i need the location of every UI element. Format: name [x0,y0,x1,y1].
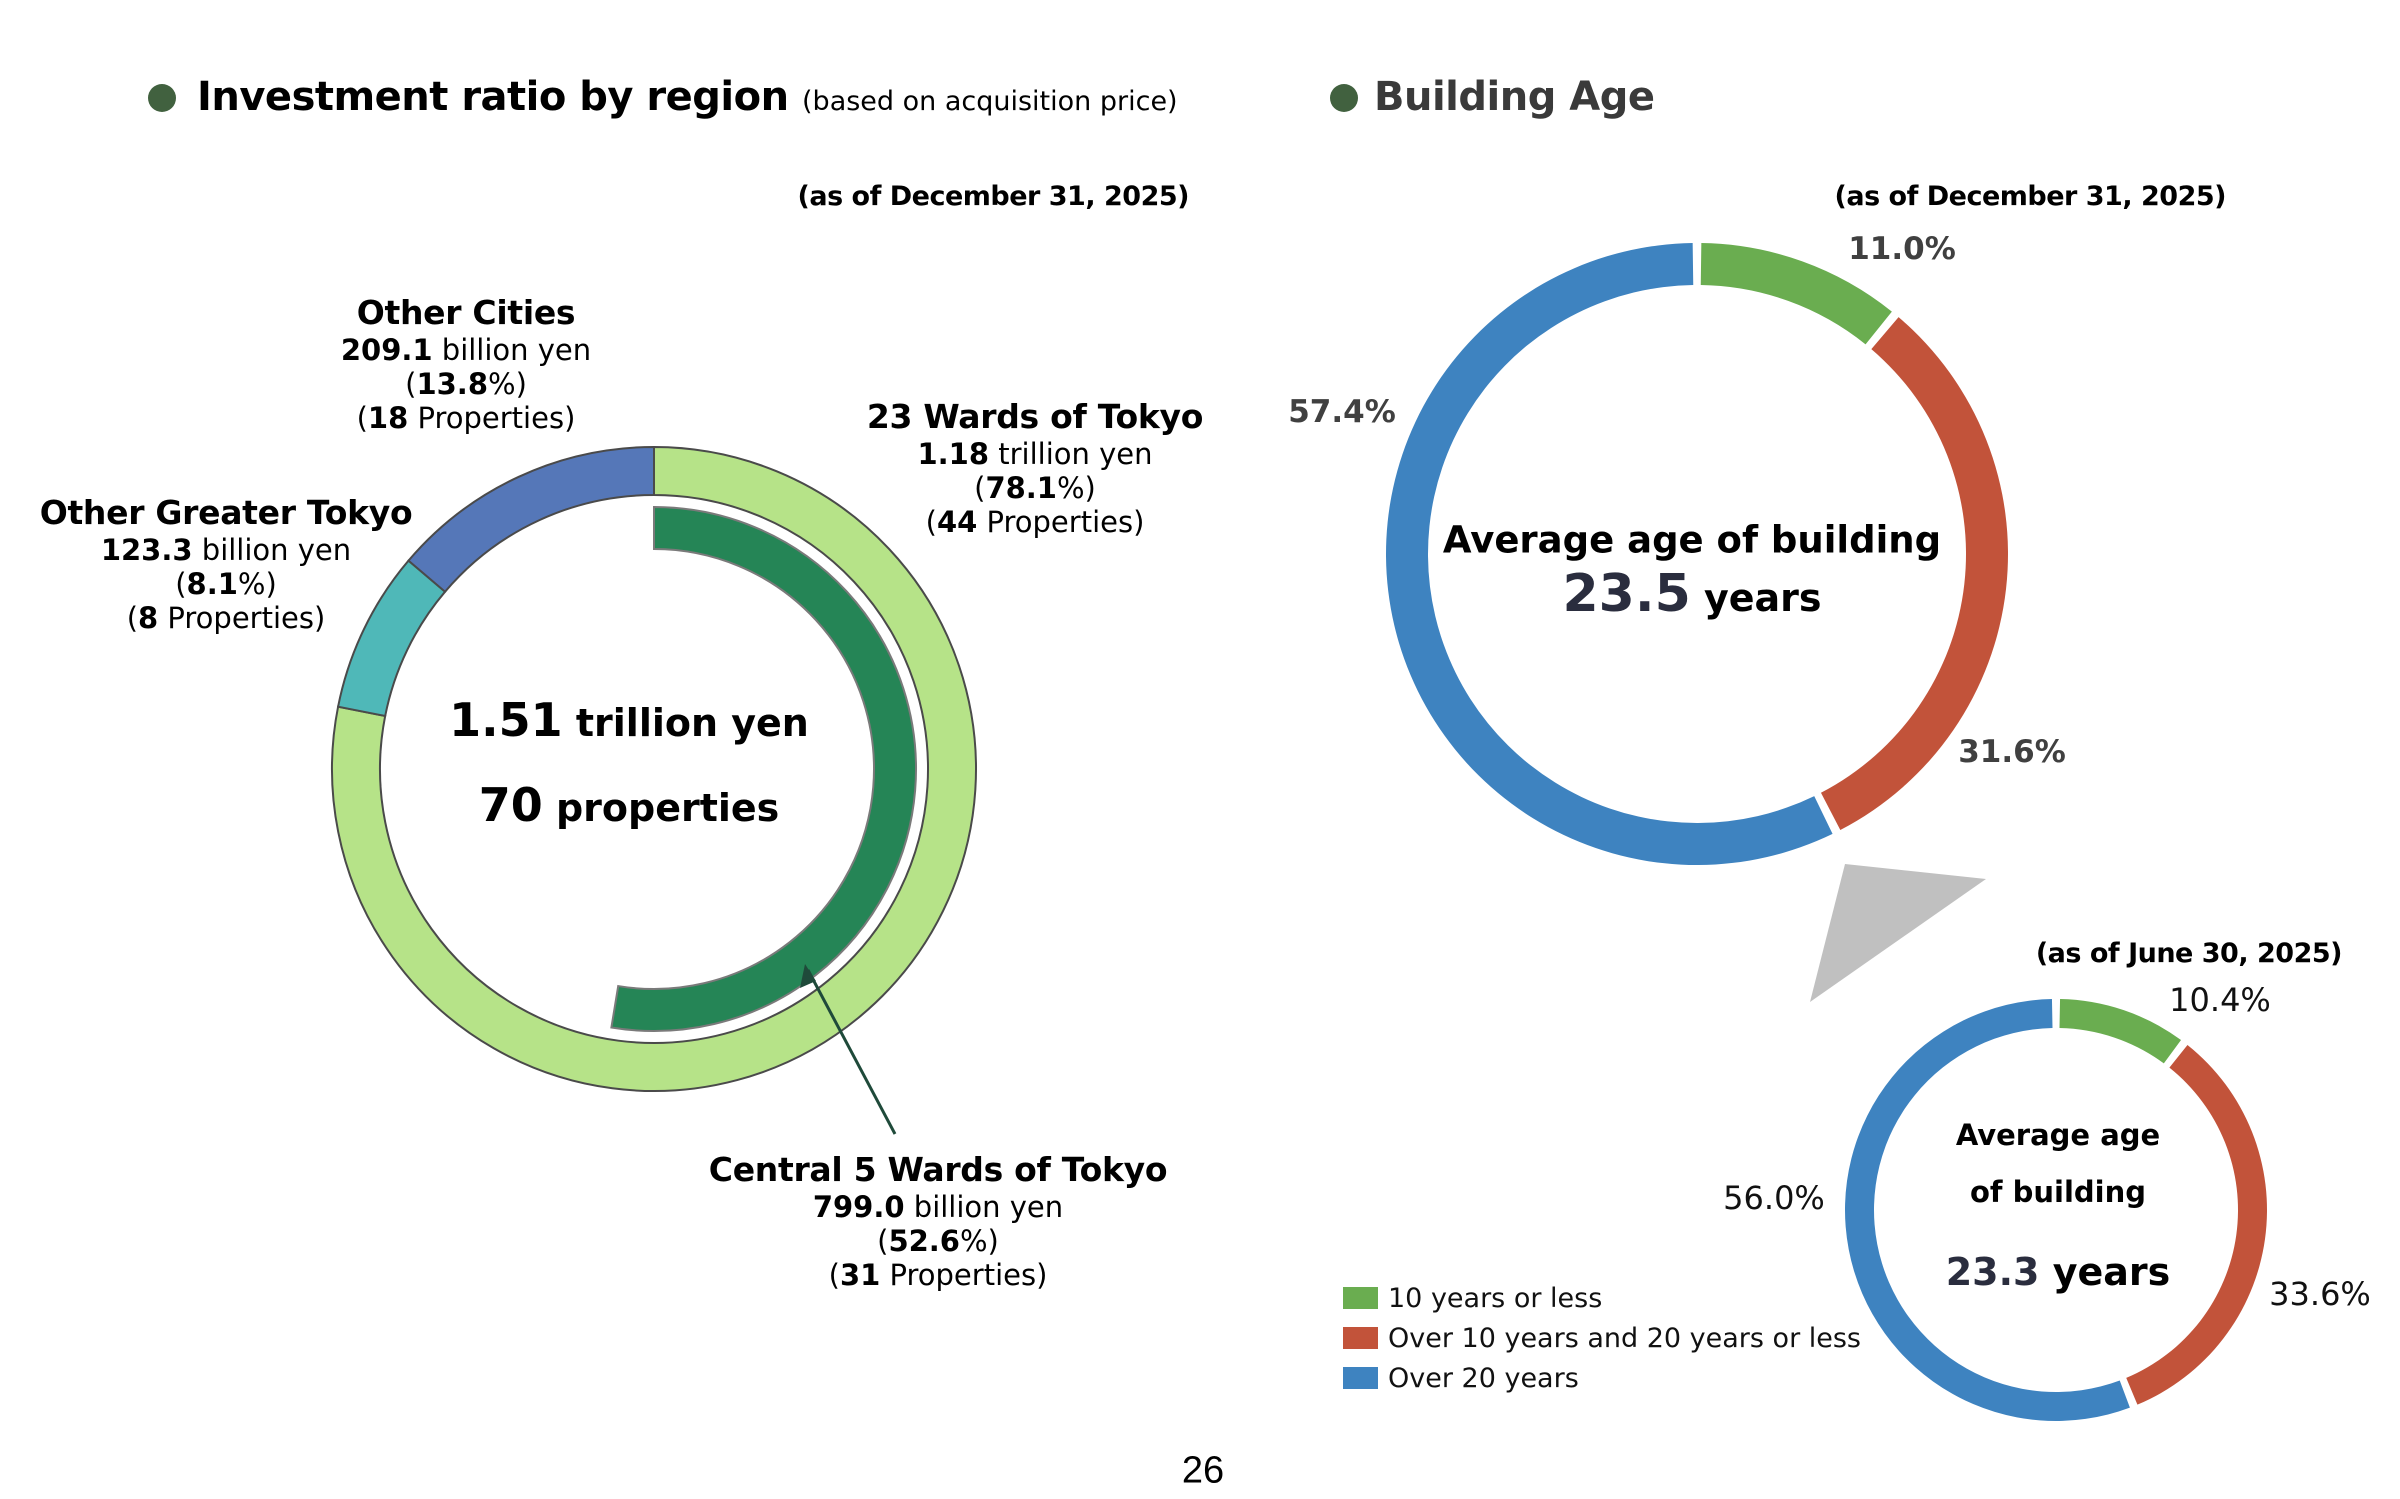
label-percent: 78.1 [985,471,1057,506]
main-age-unit: years [1690,576,1822,620]
section-bullet-icon [1330,84,1358,112]
region-total-properties: 70 properties [479,778,780,832]
region-title: Investment ratio by region [197,74,789,120]
zoom-connector-triangle [1810,864,1986,1002]
label-unit: trillion yen [989,436,1153,471]
legend-swatch [1343,1367,1378,1389]
central-wards-arrow [806,969,897,1135]
label-name: Central 5 Wards of Tokyo [708,1150,1168,1189]
pct-label-10-to-20: 31.6% [1958,734,2066,770]
label-properties: 44 [936,505,978,540]
total-count-value: 70 [478,778,543,832]
prev-average-age-value: 23.3 years [1946,1250,2171,1294]
legend-item: Over 20 years [1343,1358,1861,1398]
age-donut-prev-segment-1 [2126,1044,2267,1405]
main-average-age-label: Average age of building [1442,518,1942,562]
label-name: Other Greater Tokyo [39,493,413,532]
main-average-age-value: 23.5 years [1562,564,1821,624]
label-other-greater-tokyo: Other Greater Tokyo 123.3 billion yen (8… [39,493,413,636]
region-outer-segment-2 [407,445,655,594]
total-amount-value: 1.51 [449,693,563,747]
age-donut-main-segment-0 [1700,243,1892,345]
label-amount: 123.3 [100,532,193,567]
label-properties: 31 [839,1258,881,1293]
section-bullet-icon [148,84,176,112]
legend-label: Over 20 years [1388,1362,1579,1394]
building-age-donut-previous [1845,999,2267,1422]
label-properties: 18 [367,401,409,436]
legend-item: Over 10 years and 20 years or less [1343,1318,1861,1358]
legend-label: Over 10 years and 20 years or less [1388,1322,1862,1354]
prev-age-unit: years [2039,1250,2171,1294]
age-donut-prev-segment-2 [1845,999,2130,1422]
legend-swatch [1343,1327,1378,1349]
central-wards-arrow-head [800,964,816,988]
age-donut-main-segment-1 [1820,317,2008,831]
building-age-legend: 10 years or less Over 10 years and 20 ye… [1343,1278,1861,1398]
label-name: 23 Wards of Tokyo [866,397,1204,436]
prev-average-age-label-2: of building [1969,1175,2147,1209]
building-age-title: Building Age [1374,74,1655,120]
total-count-unit: properties [542,786,780,830]
prev-pct-label-10-to-20: 33.6% [2269,1275,2371,1313]
region-inner-segment-0 [610,505,918,1032]
prev-age-number: 23.3 [1945,1250,2040,1294]
legend-item: 10 years or less [1343,1278,1861,1318]
label-23-wards: 23 Wards of Tokyo 1.18 trillion yen (78.… [866,397,1204,540]
building-age-donut-main [1386,243,2008,865]
label-amount: 209.1 [340,332,433,367]
legend-swatch [1343,1287,1378,1309]
prev-pct-label-over-20: 56.0% [1723,1179,1825,1217]
label-unit: billion yen [904,1189,1064,1224]
page-number: 26 [1181,1449,1225,1492]
label-amount: 799.0 [812,1189,905,1224]
total-amount-unit: trillion yen [562,701,809,745]
label-other-cities: Other Cities 209.1 billion yen (13.8%) (… [340,293,592,436]
building-age-as-of-date: (as of December 31, 2025) [1834,181,2227,212]
label-central-5-wards: Central 5 Wards of Tokyo 799.0 billion y… [708,1150,1168,1293]
region-section-title: Investment ratio by region (based on acq… [197,77,1178,117]
label-properties: 8 [138,601,159,636]
label-percent: 52.6 [888,1224,960,1259]
main-age-number: 23.5 [1562,564,1691,624]
label-amount: 1.18 [917,436,990,471]
prev-average-age-label-1: Average age [1955,1118,2161,1152]
label-percent: 8.1 [186,567,238,602]
previous-as-of-date: (as of June 30, 2025) [2035,938,2343,969]
region-subtitle: (based on acquisition price) [802,86,1178,117]
label-name: Other Cities [356,293,576,332]
pct-label-10-or-less: 11.0% [1848,231,1956,267]
region-outer-segment-0 [331,445,977,1092]
pct-label-over-20: 57.4% [1288,394,1396,430]
age-donut-prev-segment-0 [2059,999,2182,1064]
legend-label: 10 years or less [1388,1282,1603,1314]
label-unit: billion yen [432,332,592,367]
label-percent: 13.8 [416,367,489,402]
region-donut-chart [331,445,977,1092]
region-as-of-date: (as of December 31, 2025) [797,181,1190,212]
region-total-amount: 1.51 trillion yen [449,693,809,747]
prev-pct-label-10-or-less: 10.4% [2169,981,2271,1019]
label-unit: billion yen [192,532,352,567]
